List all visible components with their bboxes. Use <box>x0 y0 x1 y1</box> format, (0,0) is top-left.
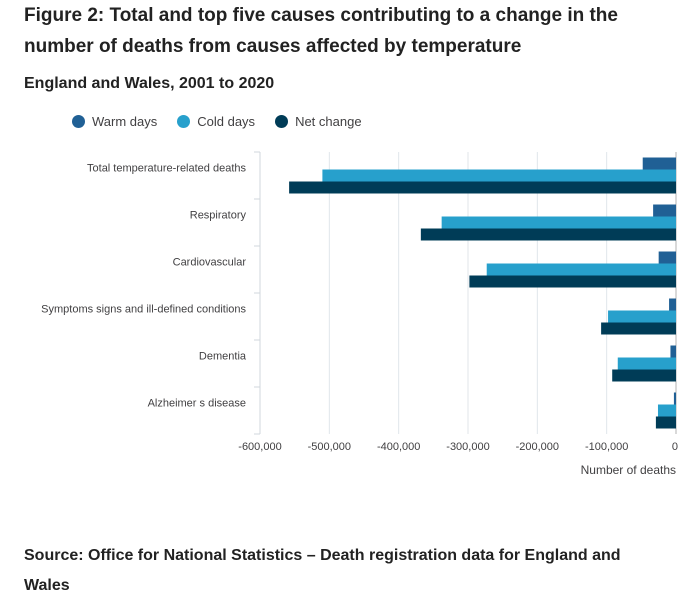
category-label: Respiratory <box>190 210 247 222</box>
legend-item-warm-days[interactable]: Warm days <box>72 114 157 129</box>
bar-net-change <box>612 369 676 382</box>
chart-title: Figure 2: Total and top five causes cont… <box>24 5 618 57</box>
bar-net-change <box>655 416 676 429</box>
x-tick-label: -100,000 <box>585 441 628 453</box>
category-label: Symptoms signs and ill-defined condition… <box>41 304 246 316</box>
category-label: Total temperature-related deaths <box>87 163 246 175</box>
bar-cold-days <box>486 263 676 276</box>
x-tick-label: -500,000 <box>308 441 351 453</box>
bar-net-change <box>601 322 676 335</box>
bar-cold-days <box>617 357 676 370</box>
legend-label-cold-days: Cold days <box>197 114 256 129</box>
bar-net-change <box>420 228 676 241</box>
bar-cold-days <box>657 404 676 417</box>
bar-warm-days <box>670 345 676 358</box>
bar-warm-days <box>658 251 676 264</box>
bar-warm-days <box>673 392 676 405</box>
legend: Warm days Cold days Net change <box>72 114 382 129</box>
x-tick-label: -200,000 <box>516 441 559 453</box>
category-label: Alzheimer s disease <box>148 398 246 410</box>
chart-subtitle: England and Wales, 2001 to 2020 <box>24 75 275 92</box>
source-note: Source: Office for National Statistics –… <box>24 547 621 594</box>
legend-label-warm-days: Warm days <box>92 114 158 129</box>
bar-cold-days <box>441 216 676 229</box>
bar-warm-days <box>642 157 676 170</box>
bar-cold-days <box>322 169 676 182</box>
bar-chart: Total temperature-related deaths Respirat… <box>41 151 678 477</box>
legend-swatch-net-change <box>275 115 289 128</box>
category-label: Dementia <box>199 351 247 363</box>
x-tick-label: 0 <box>672 441 678 453</box>
bar-warm-days <box>669 298 676 311</box>
legend-swatch-warm-days <box>72 115 85 128</box>
legend-swatch-cold-days <box>177 115 191 128</box>
x-tick-label: -600,000 <box>238 441 281 453</box>
x-axis-label: Number of deaths <box>581 463 676 477</box>
bar-net-change <box>289 181 676 194</box>
bar-warm-days <box>653 204 676 217</box>
x-tick-label: -400,000 <box>377 441 420 453</box>
bar-net-change <box>469 275 676 288</box>
bar-cold-days <box>608 310 676 323</box>
legend-item-net-change[interactable]: Net change <box>275 114 362 129</box>
x-tick-label: -300,000 <box>446 441 489 453</box>
legend-item-cold-days[interactable]: Cold days <box>177 114 255 129</box>
category-label: Cardiovascular <box>173 257 247 269</box>
legend-label-net-change: Net change <box>295 114 362 129</box>
